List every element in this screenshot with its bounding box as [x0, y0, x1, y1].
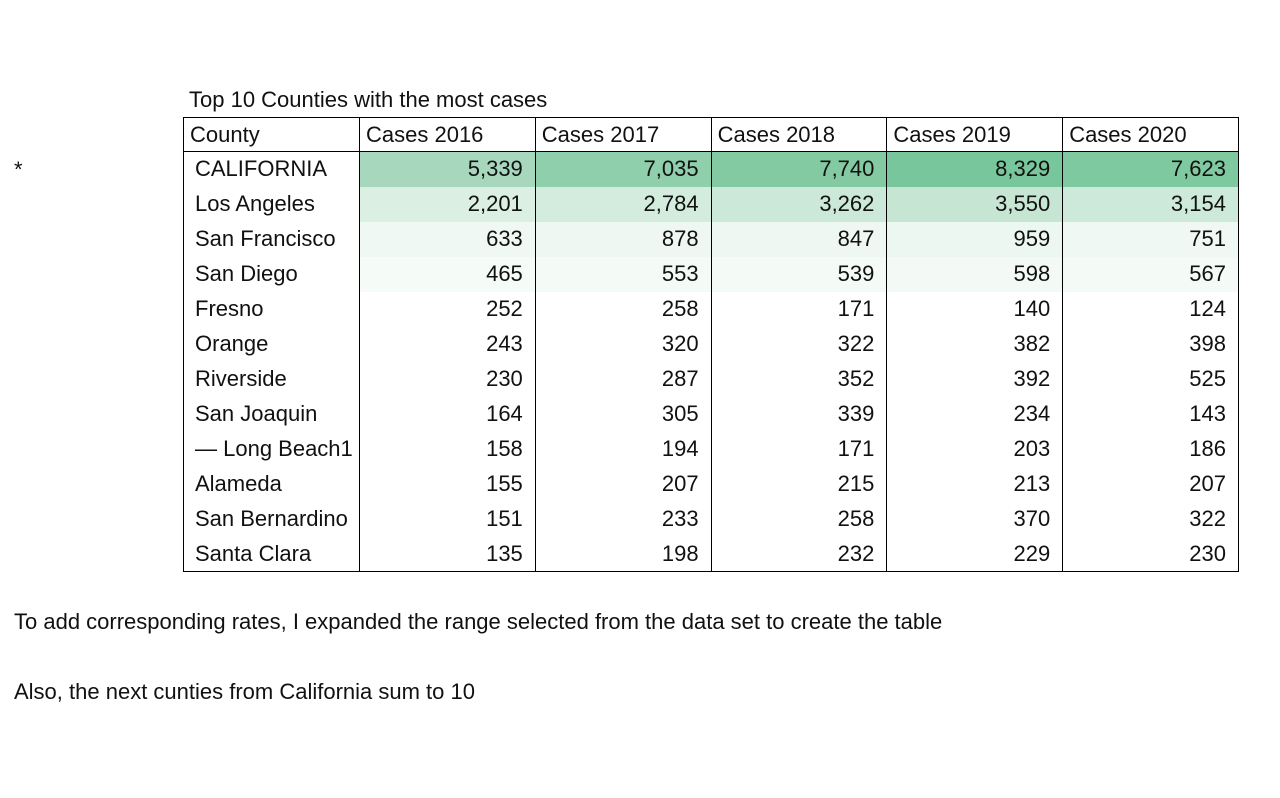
cases-cell: 207 [1062, 466, 1239, 502]
cases-cell: 370 [886, 501, 1064, 537]
cases-cell: 171 [710, 431, 888, 467]
cases-cell: 252 [359, 291, 536, 327]
cases-table: County Cases 2016 Cases 2017 Cases 2018 … [183, 117, 1239, 572]
cases-cell: 7,740 [710, 151, 888, 187]
cases-cell: 567 [1062, 256, 1239, 292]
cases-cell: 322 [1062, 501, 1239, 537]
table-row: Fresno 252 258 171 140 124 [183, 291, 1239, 327]
cases-cell: 151 [359, 501, 536, 537]
county-cell: Santa Clara [183, 536, 360, 572]
table-body: CALIFORNIA 5,339 7,035 7,740 8,329 7,623 Los A… [183, 151, 1239, 572]
cases-cell: 140 [886, 291, 1064, 327]
table-row: — Long Beach1 158 194 171 203 186 [183, 431, 1239, 467]
cases-cell: 143 [1062, 396, 1239, 432]
cases-cell: 959 [886, 221, 1064, 257]
cases-cell: 847 [710, 221, 888, 257]
header-cases-2018: Cases 2018 [710, 117, 888, 152]
cases-cell: 553 [534, 256, 712, 292]
cases-cell: 5,339 [359, 151, 536, 187]
county-cell: Orange [183, 326, 360, 362]
cases-cell: 7,035 [534, 151, 712, 187]
header-cases-2020: Cases 2020 [1062, 117, 1239, 152]
cases-cell: 124 [1062, 291, 1239, 327]
header-row: County Cases 2016 Cases 2017 Cases 2018 … [183, 117, 1239, 152]
note-text: To add corresponding rates, I expanded t… [14, 609, 943, 634]
cases-cell: 213 [886, 466, 1064, 502]
cases-cell: 392 [886, 361, 1064, 397]
table-row: San Francisco 633 878 847 959 751 [183, 221, 1239, 257]
cases-cell: 539 [710, 256, 888, 292]
cases-cell: 751 [1062, 221, 1239, 257]
county-cell: CALIFORNIA [183, 151, 360, 187]
cases-cell: 3,154 [1062, 186, 1239, 222]
cases-cell: 258 [534, 291, 712, 327]
header-county: County [183, 117, 360, 152]
cases-cell: 186 [1062, 431, 1239, 467]
cases-cell: 155 [359, 466, 536, 502]
table-row: Los Angeles 2,201 2,784 3,262 3,550 3,154 [183, 186, 1239, 222]
table-row: Riverside 230 287 352 392 525 [183, 361, 1239, 397]
cases-cell: 164 [359, 396, 536, 432]
cases-cell: 234 [886, 396, 1064, 432]
cases-cell: 382 [886, 326, 1064, 362]
cases-cell: 258 [710, 501, 888, 537]
table-row: CALIFORNIA 5,339 7,035 7,740 8,329 7,623 [183, 151, 1239, 187]
table-row: Orange 243 320 322 382 398 [183, 326, 1239, 362]
cases-cell: 878 [534, 221, 712, 257]
cases-cell: 230 [1062, 536, 1239, 572]
table-row: San Joaquin 164 305 339 234 143 [183, 396, 1239, 432]
note-text: Also, the next cunties from California s… [14, 679, 475, 704]
table-title: Top 10 Counties with the most cases [189, 87, 548, 112]
county-cell: Fresno [183, 291, 360, 327]
cases-cell: 203 [886, 431, 1064, 467]
county-cell: San Joaquin [183, 396, 360, 432]
cases-cell: 598 [886, 256, 1064, 292]
cases-cell: 7,623 [1062, 151, 1239, 187]
cases-cell: 322 [710, 326, 888, 362]
county-cell: Riverside [183, 361, 360, 397]
table-row: San Bernardino 151 233 258 370 322 [183, 501, 1239, 537]
county-cell: Los Angeles [183, 186, 360, 222]
cases-cell: 194 [534, 431, 712, 467]
cases-cell: 339 [710, 396, 888, 432]
cases-cell: 287 [534, 361, 712, 397]
cases-cell: 3,550 [886, 186, 1064, 222]
cases-cell: 207 [534, 466, 712, 502]
asterisk-marker: * [14, 157, 23, 182]
county-cell: Alameda [183, 466, 360, 502]
county-cell: San Francisco [183, 221, 360, 257]
cases-cell: 305 [534, 396, 712, 432]
table-row: San Diego 465 553 539 598 567 [183, 256, 1239, 292]
cases-cell: 2,784 [534, 186, 712, 222]
cases-cell: 215 [710, 466, 888, 502]
cases-cell: 243 [359, 326, 536, 362]
header-cases-2016: Cases 2016 [359, 117, 536, 152]
cases-cell: 229 [886, 536, 1064, 572]
cases-cell: 633 [359, 221, 536, 257]
cases-cell: 232 [710, 536, 888, 572]
county-cell: — Long Beach1 [183, 431, 360, 467]
cases-cell: 8,329 [886, 151, 1064, 187]
cases-cell: 398 [1062, 326, 1239, 362]
cases-cell: 230 [359, 361, 536, 397]
cases-cell: 352 [710, 361, 888, 397]
cases-cell: 135 [359, 536, 536, 572]
table-row: Santa Clara 135 198 232 229 230 [183, 536, 1239, 572]
cases-cell: 158 [359, 431, 536, 467]
header-cases-2019: Cases 2019 [886, 117, 1064, 152]
county-cell: San Bernardino [183, 501, 360, 537]
cases-cell: 198 [534, 536, 712, 572]
table-row: Alameda 155 207 215 213 207 [183, 466, 1239, 502]
cases-cell: 3,262 [710, 186, 888, 222]
cases-cell: 320 [534, 326, 712, 362]
cases-cell: 525 [1062, 361, 1239, 397]
cases-cell: 465 [359, 256, 536, 292]
header-cases-2017: Cases 2017 [534, 117, 712, 152]
cases-cell: 2,201 [359, 186, 536, 222]
cases-cell: 171 [710, 291, 888, 327]
cases-cell: 233 [534, 501, 712, 537]
county-cell: San Diego [183, 256, 360, 292]
